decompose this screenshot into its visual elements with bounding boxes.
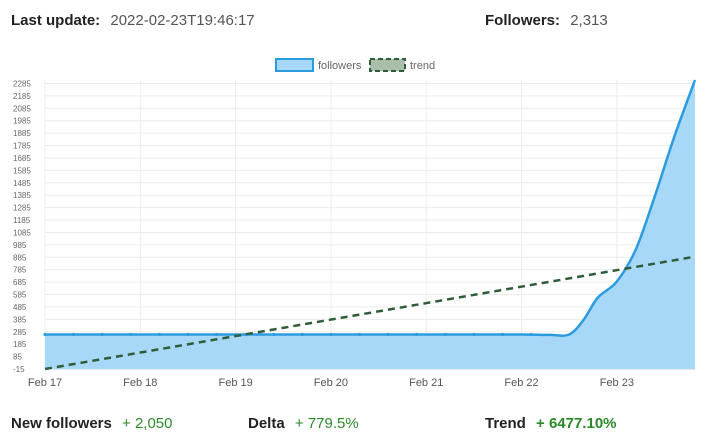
y-tick-label: 585 <box>13 291 27 300</box>
y-tick-label: -15 <box>13 365 25 374</box>
followers-point <box>386 332 390 337</box>
last-update-label: Last update: <box>11 12 101 29</box>
y-tick-label: 185 <box>13 340 27 349</box>
y-tick-label: 1885 <box>13 129 31 138</box>
followers-point <box>443 332 447 337</box>
last-update-stat: Last update: 2022-02-23T19:46:17 <box>11 12 255 29</box>
y-tick-label: 1585 <box>13 166 31 175</box>
followers-label: Followers: <box>485 12 561 29</box>
y-tick-label: 2085 <box>13 104 31 113</box>
trend-label: Trend <box>485 415 526 432</box>
followers-point <box>129 332 133 337</box>
y-tick-label: 385 <box>13 315 27 324</box>
x-tick-label: Feb 18 <box>123 377 157 389</box>
last-update-value: 2022-02-23T19:46:17 <box>110 12 255 29</box>
y-tick-label: 1485 <box>13 179 31 188</box>
y-tick-label: 885 <box>13 253 27 262</box>
followers-point <box>157 332 161 337</box>
y-tick-label: 1285 <box>13 204 31 213</box>
y-tick-label: 785 <box>13 266 27 275</box>
y-tick-label: 485 <box>13 303 27 312</box>
followers-line <box>45 79 697 337</box>
followers-area <box>45 80 695 369</box>
followers-value: 2,313 <box>570 12 608 29</box>
y-tick-label: 1985 <box>13 117 31 126</box>
trend-line <box>44 255 696 371</box>
x-tick-label: Feb 17 <box>28 377 62 389</box>
y-tick-label: 2285 <box>13 79 31 88</box>
followers-point <box>329 332 333 337</box>
trend-value: + 6477.10% <box>536 415 617 432</box>
new-followers-value: + 2,050 <box>122 415 173 432</box>
x-tick-label: Feb 19 <box>218 377 252 389</box>
y-tick-label: 1685 <box>13 154 31 163</box>
y-tick-label: 1785 <box>13 142 31 151</box>
x-tick-label: Feb 23 <box>600 377 634 389</box>
legend-trend-label: trend <box>410 60 435 72</box>
delta-stat: Delta + 779.5% <box>248 415 359 432</box>
y-tick-label: 685 <box>13 278 27 287</box>
y-tick-label: 85 <box>13 353 22 362</box>
y-tick-label: 985 <box>13 241 27 250</box>
x-tick-label: Feb 20 <box>314 377 348 389</box>
followers-point <box>500 332 505 337</box>
followers-point <box>214 332 219 337</box>
y-tick-label: 285 <box>13 328 27 337</box>
followers-chart: followers trend -15 85 185 285 385 485 585 685 785… <box>13 58 697 389</box>
followers-stat: Followers: 2,313 <box>485 12 608 29</box>
trend-stat: Trend + 6477.10% <box>485 415 617 432</box>
y-tick-label: 1085 <box>13 228 31 237</box>
followers-point <box>357 332 362 337</box>
new-followers-label: New followers <box>11 415 112 432</box>
legend-trend-swatch <box>369 58 406 72</box>
delta-label: Delta <box>248 415 285 432</box>
y-tick-label: 1385 <box>13 191 31 200</box>
legend-followers-swatch <box>275 58 314 72</box>
followers-point <box>71 332 76 337</box>
legend-followers-label: followers <box>318 60 362 72</box>
followers-point <box>529 332 533 337</box>
followers-point <box>272 332 276 337</box>
followers-point <box>300 332 304 337</box>
followers-point <box>415 332 419 337</box>
followers-point <box>472 332 476 337</box>
new-followers-stat: New followers + 2,050 <box>11 415 173 432</box>
followers-point <box>43 332 47 337</box>
y-tick-label: 2185 <box>13 92 31 101</box>
delta-value: + 779.5% <box>294 415 359 432</box>
x-tick-label: Feb 22 <box>504 377 538 389</box>
y-tick-label: 1185 <box>13 216 31 225</box>
x-tick-label: Feb 21 <box>409 377 443 389</box>
followers-point <box>100 332 104 337</box>
followers-point <box>186 332 190 337</box>
